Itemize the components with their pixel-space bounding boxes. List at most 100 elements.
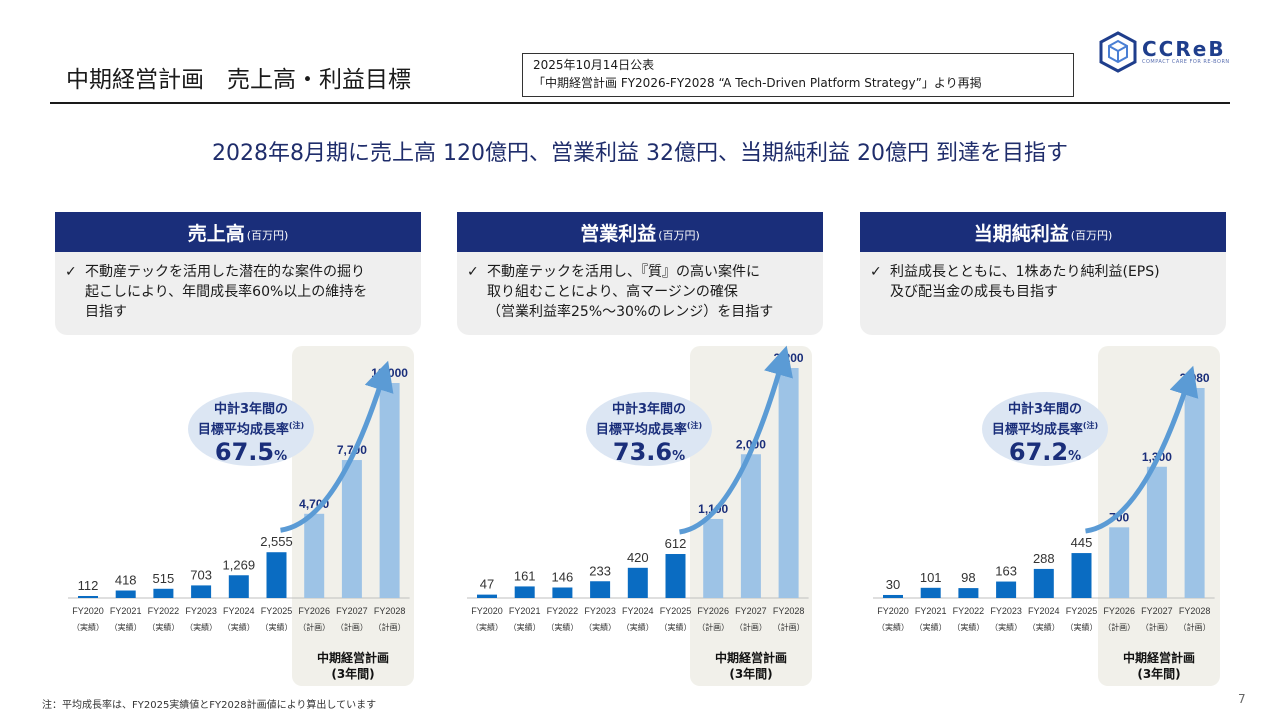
panel-unit: (百万円) bbox=[1070, 228, 1113, 242]
tick-sublabel: （実績） bbox=[261, 622, 293, 632]
bar-fy2027 bbox=[1146, 466, 1167, 598]
tick-label: FY2026 bbox=[1103, 606, 1135, 616]
tick-label: FY2025 bbox=[261, 606, 293, 616]
desc-text: 不動産テックを活用した潜在的な案件の掘り 起こしにより、年間成長率60%以上の維… bbox=[85, 264, 368, 320]
value-label: 161 bbox=[514, 568, 536, 583]
panel-header-operating-profit: 営業利益 (百万円) bbox=[457, 212, 823, 252]
tick-sublabel: （実績） bbox=[622, 622, 654, 632]
footnote: 注：平均成長率は、FY2025実績値とFY2028計画値により算出しています bbox=[42, 700, 377, 711]
bubble-line2-text: 目標平均成長率 bbox=[595, 422, 687, 438]
tick-label: FY2024 bbox=[1028, 606, 1060, 616]
tick-label: FY2023 bbox=[990, 606, 1022, 616]
tick-sublabel: （実績） bbox=[915, 622, 947, 632]
tick-sublabel: （計画） bbox=[773, 622, 805, 632]
tick-label: FY2023 bbox=[584, 606, 616, 616]
bar-fy2027 bbox=[341, 460, 362, 598]
value-label: 2,080 bbox=[1180, 371, 1210, 385]
bar-fy2020 bbox=[78, 595, 98, 598]
bubble-rate: 67.2 bbox=[1008, 438, 1069, 467]
bar-fy2024 bbox=[228, 575, 249, 598]
bubble-line2-text: 目標平均成長率 bbox=[991, 422, 1083, 438]
growth-rate-bubble-net-income: 中計3年間の 目標平均成長率(注) 67.2% bbox=[982, 392, 1108, 466]
tick-label: FY2023 bbox=[185, 606, 217, 616]
bar-fy2024 bbox=[627, 567, 648, 598]
bubble-note-mark: (注) bbox=[1082, 421, 1099, 430]
bubble-line1: 中計3年間の bbox=[213, 402, 289, 417]
value-label: 163 bbox=[995, 564, 1017, 579]
value-label: 703 bbox=[190, 567, 212, 582]
tick-label: FY2022 bbox=[953, 606, 985, 616]
tick-sublabel: （計画） bbox=[1141, 622, 1173, 632]
cube-logo-icon bbox=[1099, 31, 1137, 73]
plan-label-line2: (3年間) bbox=[331, 667, 375, 681]
plan-label-line1: 中期経営計画 bbox=[714, 651, 787, 665]
bar-fy2022 bbox=[552, 587, 573, 598]
tick-label: FY2028 bbox=[1179, 606, 1211, 616]
tick-sublabel: （計画） bbox=[374, 622, 406, 632]
bubble-rate: 67.5 bbox=[214, 438, 275, 467]
tick-sublabel: （実績） bbox=[1028, 622, 1060, 632]
plan-label-line2: (3年間) bbox=[729, 667, 773, 681]
tick-sublabel: （計画） bbox=[1179, 622, 1211, 632]
tick-sublabel: （実績） bbox=[147, 622, 179, 632]
plan-label-line1: 中期経営計画 bbox=[1122, 651, 1195, 665]
tick-label: FY2025 bbox=[1066, 606, 1098, 616]
logo-tagline: COMPACT CARE FOR RE-BORN bbox=[1142, 59, 1230, 65]
panel-header-net-income: 当期純利益 (百万円) bbox=[860, 212, 1226, 252]
bar-fy2023 bbox=[996, 581, 1017, 598]
title-divider bbox=[50, 102, 1230, 104]
bubble-note-mark: (注) bbox=[686, 421, 703, 430]
value-label: 98 bbox=[961, 570, 975, 585]
value-label: 418 bbox=[115, 573, 137, 588]
panel-title: 営業利益 bbox=[580, 222, 657, 245]
tick-sublabel: （計画） bbox=[735, 622, 767, 632]
value-label: 288 bbox=[1033, 551, 1055, 566]
tick-label: FY2025 bbox=[660, 606, 692, 616]
tick-label: FY2020 bbox=[471, 606, 503, 616]
panel-unit: (百万円) bbox=[246, 228, 289, 242]
tick-sublabel: （計画） bbox=[697, 622, 729, 632]
note-date: 2025年10月14日公表 bbox=[533, 58, 655, 72]
growth-arrow bbox=[280, 360, 394, 533]
bubble-pct: % bbox=[1068, 449, 1082, 465]
tick-sublabel: （実績） bbox=[952, 622, 984, 632]
tick-label: FY2028 bbox=[374, 606, 406, 616]
bar-fy2021 bbox=[115, 590, 136, 598]
bar-fy2021 bbox=[514, 586, 535, 598]
logo-wordmark: CCReB bbox=[1142, 37, 1226, 61]
value-label: 612 bbox=[665, 536, 687, 551]
plan-period-label: 中期経営計画 (3年間) bbox=[293, 650, 413, 682]
plan-period-label: 中期経営計画 (3年間) bbox=[691, 650, 811, 682]
tick-sublabel: （実績） bbox=[1066, 622, 1098, 632]
tick-sublabel: （実績） bbox=[990, 622, 1022, 632]
desc-box-sales: ✓ 不動産テックを活用した潜在的な案件の掘り 起こしにより、年間成長率60%以上… bbox=[55, 252, 421, 335]
checkmark-icon: ✓ bbox=[467, 264, 479, 280]
tick-label: FY2026 bbox=[697, 606, 729, 616]
tick-label: FY2026 bbox=[298, 606, 330, 616]
company-logo: CCReB COMPACT CARE FOR RE-BORN bbox=[1098, 31, 1238, 77]
bar-fy2028 bbox=[379, 383, 400, 598]
value-label: 101 bbox=[920, 570, 942, 585]
tick-label: FY2020 bbox=[877, 606, 909, 616]
bar-fy2027 bbox=[740, 454, 761, 598]
value-label: 7,700 bbox=[337, 443, 367, 457]
bar-fy2024 bbox=[1033, 568, 1054, 598]
bar-fy2020 bbox=[477, 594, 497, 598]
tick-label: FY2024 bbox=[223, 606, 255, 616]
bar-fy2026 bbox=[304, 513, 325, 598]
tick-sublabel: （実績） bbox=[185, 622, 217, 632]
tick-label: FY2022 bbox=[547, 606, 579, 616]
bar-fy2028 bbox=[778, 368, 799, 598]
tick-sublabel: （実績） bbox=[110, 622, 142, 632]
desc-text: 利益成長とともに、1株あたり純利益(EPS) 及び配当金の成長も目指す bbox=[890, 264, 1160, 300]
page-title: 中期経営計画 売上高・利益目標 bbox=[66, 67, 411, 93]
tick-sublabel: （実績） bbox=[72, 622, 104, 632]
tick-sublabel: （実績） bbox=[223, 622, 255, 632]
note-source: 「中期経営計画 FY2026-FY2028 “A Tech-Driven Pla… bbox=[533, 76, 982, 90]
value-label: 112 bbox=[78, 578, 99, 593]
panel-unit: (百万円) bbox=[658, 228, 700, 242]
plan-label-line1: 中期経営計画 bbox=[316, 651, 389, 665]
tick-label: FY2027 bbox=[1141, 606, 1173, 616]
tick-sublabel: （実績） bbox=[877, 622, 909, 632]
